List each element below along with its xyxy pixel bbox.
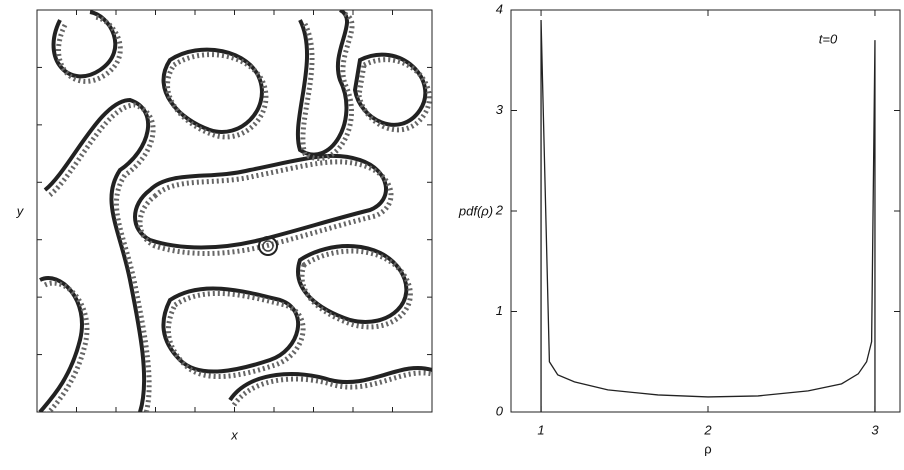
y-tick-label: 3 [496, 102, 504, 117]
y-axis-label: pdf(ρ) [458, 203, 493, 218]
y-tick-label: 2 [495, 202, 504, 217]
y-tick-label: 4 [496, 1, 503, 16]
frame [510, 9, 901, 413]
contour-panel [36, 9, 433, 413]
pdf-line [540, 20, 876, 412]
contours [38, 10, 432, 412]
annotation: t=0 [819, 31, 838, 46]
y-tick-label: 0 [496, 403, 504, 418]
x-tick-label: 1 [537, 422, 544, 437]
x-tick-label: 3 [871, 422, 879, 437]
y-axis-label: y [16, 203, 25, 218]
x-axis-label: x [230, 427, 238, 442]
x-axis-label: ρ [704, 441, 711, 456]
y-tick-label: 1 [496, 303, 503, 318]
x-tick-label: 2 [703, 422, 712, 437]
